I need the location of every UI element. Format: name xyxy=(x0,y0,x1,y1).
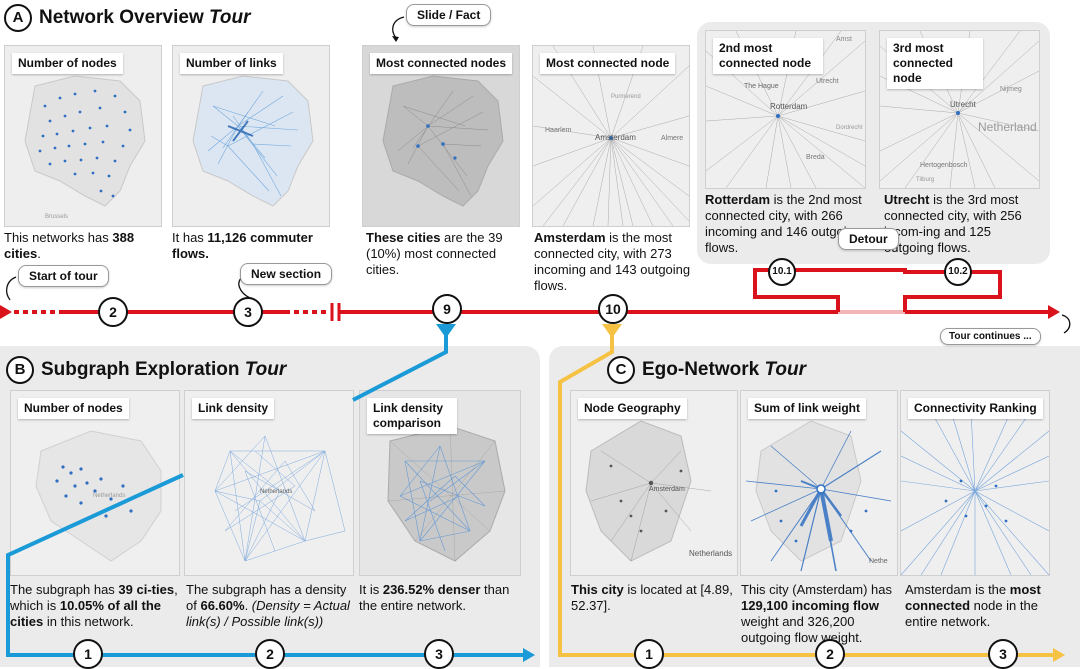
section-b-title: B Subgraph Exploration Tour xyxy=(6,356,286,384)
step-a-10-2[interactable]: 10.2 xyxy=(944,258,972,286)
caption-a1: This networks has 388 cities. xyxy=(4,230,135,261)
svg-text:Tilburg: Tilburg xyxy=(916,177,934,183)
svg-text:Utrecht: Utrecht xyxy=(950,100,977,109)
svg-text:Hertogenbosch: Hertogenbosch xyxy=(920,162,968,169)
callout-tour-continues: Tour continues ... xyxy=(940,328,1041,345)
slide-a-number-of-links[interactable]: Number of links xyxy=(172,45,330,227)
step-b-2[interactable]: 2 xyxy=(255,639,285,669)
slide-b-link-density-comparison[interactable]: Link density comparison xyxy=(359,390,521,576)
svg-text:Netherlands: Netherlands xyxy=(689,549,732,558)
slide-a-3rd-most-connected-node[interactable]: Utrecht Netherland Hertogenbosch Nijmeg … xyxy=(879,30,1040,189)
slide-a-most-connected-node[interactable]: Amsterdam Haarlem Purmerend Almere Most … xyxy=(532,45,690,227)
step-b-3[interactable]: 3 xyxy=(424,639,454,669)
svg-text:Rotterdam: Rotterdam xyxy=(770,102,808,111)
slide-c-node-geography[interactable]: Amsterdam Netherlands Node Geography xyxy=(570,390,738,576)
caption-a2: It has 11,126 commuter flows. xyxy=(172,230,313,261)
caption-b1: The subgraph has 39 ci-ties, which is 10… xyxy=(10,582,178,629)
svg-text:Netherlands: Netherlands xyxy=(93,493,125,499)
caption-b2: The subgraph has a density of 66.60%. (D… xyxy=(186,582,350,629)
slide-label: Link density xyxy=(192,398,275,419)
continues-pointer xyxy=(1061,314,1071,334)
caption-c3: Amsterdam is the most connected node in … xyxy=(905,582,1041,629)
svg-text:The Hague: The Hague xyxy=(744,83,779,90)
slide-label: Connectivity Ranking xyxy=(908,398,1043,419)
step-c-1[interactable]: 1 xyxy=(634,639,664,669)
section-c-letter: C xyxy=(607,356,635,384)
caption-a6: Utrecht is the 3rd most connected city, … xyxy=(884,192,1022,255)
netherlands-links-map xyxy=(173,46,329,226)
slide-label: Link density comparison xyxy=(367,398,457,434)
slide-label: Node Geography xyxy=(578,398,687,419)
svg-text:Breda: Breda xyxy=(806,154,825,161)
section-a-title: A Network Overview Tour xyxy=(4,4,251,32)
step-a-2[interactable]: 2 xyxy=(98,297,128,327)
caption-c1: This city is located at [4.89, 52.37]. xyxy=(571,582,733,613)
callout-slide-fact: Slide / Fact xyxy=(406,4,492,26)
svg-text:Nijmeg: Nijmeg xyxy=(1000,86,1022,93)
start-marker xyxy=(0,305,12,319)
slide-label: 3rd most connected node xyxy=(887,38,983,89)
step-c-2[interactable]: 2 xyxy=(815,639,845,669)
slide-label: Most connected node xyxy=(540,53,676,74)
svg-text:Purmerend: Purmerend xyxy=(611,94,641,100)
caption-c2: This city (Amsterdam) has 129,100 incomi… xyxy=(741,582,892,645)
blue-branch-marker xyxy=(436,324,456,338)
slide-label: 2nd most connected node xyxy=(713,38,823,74)
callout-detour: Detour xyxy=(838,228,899,250)
section-c-title: C Ego-Network Tour xyxy=(607,356,806,384)
svg-text:Amsterdam: Amsterdam xyxy=(595,133,636,142)
step-a-9[interactable]: 9 xyxy=(432,294,462,324)
svg-text:Nethe: Nethe xyxy=(869,558,888,565)
svg-text:Brussels: Brussels xyxy=(45,214,68,220)
netherlands-grey-map xyxy=(363,46,519,226)
caption-a4: Amsterdam is the most connected city, wi… xyxy=(534,230,691,293)
slide-label: Sum of link weight xyxy=(748,398,867,419)
slide-label: Number of links xyxy=(180,53,283,74)
slide-b-number-of-nodes[interactable]: Netherlands Number of nodes xyxy=(10,390,180,576)
netherlands-map: Brussels xyxy=(5,46,161,226)
svg-text:Netherland: Netherland xyxy=(978,120,1037,134)
step-b-1[interactable]: 1 xyxy=(73,639,103,669)
caption-a5: Rotterdam is the 2nd most connected city… xyxy=(705,192,862,255)
svg-text:Amst: Amst xyxy=(836,36,852,43)
slide-label: Number of nodes xyxy=(18,398,129,419)
callout-new-section: New section xyxy=(240,263,333,285)
end-arrow xyxy=(1048,305,1060,319)
slide-label: Most connected nodes xyxy=(370,53,513,74)
slide-a-2nd-most-connected-node[interactable]: Rotterdam The Hague Utrecht Breda Amst D… xyxy=(705,30,866,189)
step-c-3[interactable]: 3 xyxy=(988,639,1018,669)
callout-start-of-tour: Start of tour xyxy=(18,265,109,287)
svg-text:Almere: Almere xyxy=(661,135,683,142)
svg-text:Netherlands: Netherlands xyxy=(260,489,292,495)
slide-fact-pointer xyxy=(392,16,405,39)
section-a-letter: A xyxy=(4,4,32,32)
amsterdam-star-map: Amsterdam Haarlem Purmerend Almere xyxy=(533,46,689,226)
slide-b-link-density[interactable]: Netherlands Link density xyxy=(184,390,354,576)
step-a-10-1[interactable]: 10.1 xyxy=(768,258,796,286)
slide-a-number-of-nodes[interactable]: Brussels Number of nodes xyxy=(4,45,162,227)
slide-label: Number of nodes xyxy=(12,53,123,74)
step-a-3[interactable]: 3 xyxy=(233,297,263,327)
yellow-branch-marker xyxy=(602,324,622,338)
svg-text:Utrecht: Utrecht xyxy=(816,78,839,85)
caption-b3: It is 236.52% denser than the entire net… xyxy=(359,582,510,613)
svg-text:Dordrecht: Dordrecht xyxy=(836,125,863,131)
step-a-10[interactable]: 10 xyxy=(598,294,628,324)
caption-a3: These cities are the 39 (10%) most conne… xyxy=(366,230,503,277)
svg-text:Haarlem: Haarlem xyxy=(545,127,572,134)
svg-text:Amsterdam: Amsterdam xyxy=(649,486,685,493)
start-pointer xyxy=(5,276,17,301)
section-b-letter: B xyxy=(6,356,34,384)
slide-c-sum-of-link-weight[interactable]: Nethe Sum of link weight xyxy=(740,390,898,576)
slide-c-connectivity-ranking[interactable]: Connectivity Ranking xyxy=(900,390,1050,576)
slide-a-most-connected-nodes[interactable]: Most connected nodes xyxy=(362,45,520,227)
